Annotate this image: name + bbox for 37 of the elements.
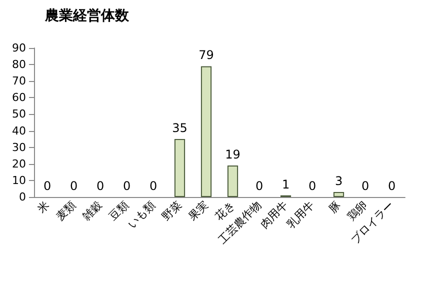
data-label: 19 (225, 148, 240, 162)
data-label: 0 (96, 179, 104, 193)
x-tick-label: 野菜 (160, 198, 184, 224)
data-label: 0 (255, 179, 264, 193)
data-label: 35 (172, 121, 188, 136)
data-label: 0 (149, 179, 158, 193)
x-tick-label: 鶏卵 (345, 198, 370, 224)
bar (200, 66, 212, 197)
y-tick-label: 40 (12, 124, 26, 138)
x-tick-label: 米 (34, 198, 52, 216)
y-tick-label: 30 (12, 140, 26, 154)
y-tick-label: 0 (19, 190, 26, 204)
y-tick-label: 60 (12, 91, 26, 104)
x-tick-label: 麦類 (54, 198, 78, 224)
y-tick-label: 90 (12, 42, 26, 54)
y-tick-label: 70 (12, 74, 26, 88)
bar (174, 139, 186, 197)
data-label: 3 (334, 174, 343, 188)
x-tick-label: 豚 (326, 198, 344, 216)
y-tick-label: 20 (12, 157, 26, 170)
chart-title: 農業経営体数 (44, 8, 130, 24)
data-label: 1 (282, 177, 290, 192)
data-label: 0 (122, 179, 131, 193)
bar (227, 166, 238, 197)
x-tick-label: 果実 (186, 198, 211, 224)
data-label: 0 (308, 179, 316, 193)
bar (333, 192, 344, 197)
y-tick-label: 80 (12, 58, 26, 72)
x-tick-label: 豆類 (106, 198, 132, 224)
y-tick-label: 10 (12, 174, 26, 187)
x-tick-label: 雑穀 (80, 198, 105, 224)
data-label: 79 (198, 48, 214, 62)
data-label: 0 (43, 179, 52, 193)
y-tick-label: 50 (12, 108, 26, 121)
data-label: 0 (70, 179, 78, 193)
data-label: 0 (361, 179, 370, 193)
data-label: 0 (388, 179, 396, 193)
